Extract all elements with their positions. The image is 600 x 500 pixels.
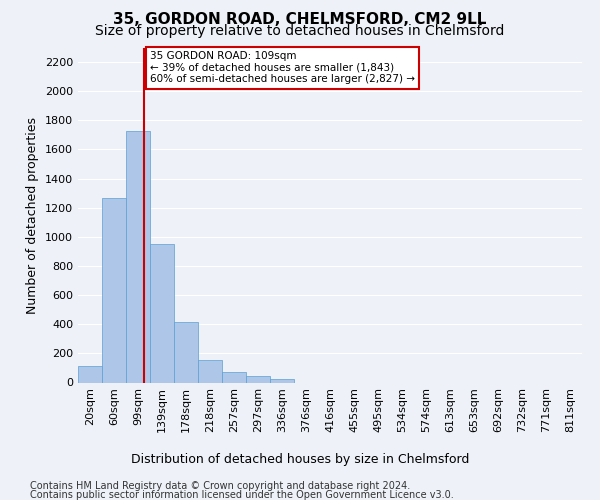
Bar (126, 130, 150, 382)
Y-axis label: Number of detached properties: Number of detached properties (26, 116, 40, 314)
Text: Contains HM Land Registry data © Crown copyright and database right 2024.: Contains HM Land Registry data © Crown c… (30, 481, 410, 491)
Bar (270, 379, 294, 382)
Text: Size of property relative to detached houses in Chelmsford: Size of property relative to detached ho… (95, 24, 505, 38)
Bar (222, 372, 246, 382)
Text: Contains public sector information licensed under the Open Government Licence v3: Contains public sector information licen… (30, 490, 454, 500)
Bar (150, 244, 174, 382)
Text: 35, GORDON ROAD, CHELMSFORD, CM2 9LL: 35, GORDON ROAD, CHELMSFORD, CM2 9LL (113, 12, 487, 28)
Bar (102, 198, 126, 382)
Bar (246, 376, 270, 382)
Text: Distribution of detached houses by size in Chelmsford: Distribution of detached houses by size … (131, 452, 469, 466)
Text: 35 GORDON ROAD: 109sqm
← 39% of detached houses are smaller (1,843)
60% of semi-: 35 GORDON ROAD: 109sqm ← 39% of detached… (150, 52, 415, 84)
Bar (198, 360, 222, 382)
Bar (174, 322, 198, 382)
Bar (78, 366, 102, 382)
